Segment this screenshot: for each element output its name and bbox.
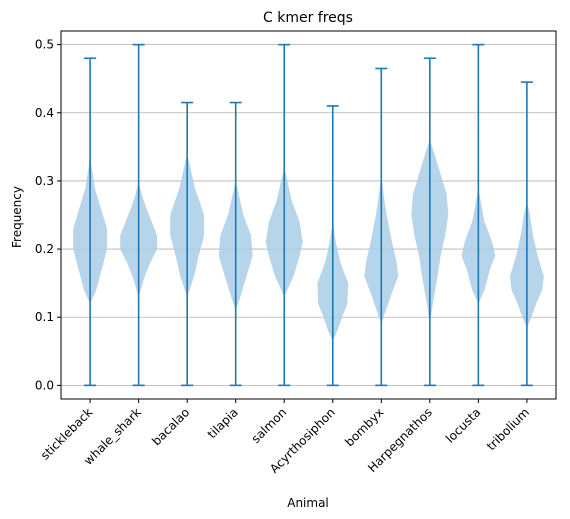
x-tick-label: tilapia bbox=[205, 405, 241, 441]
y-axis-label: Frequency bbox=[10, 186, 24, 248]
y-tick-label: 0.3 bbox=[35, 174, 54, 188]
x-tick-label: salmon bbox=[249, 405, 290, 446]
x-tick-label: locusta bbox=[443, 405, 483, 445]
y-tick-label: 0.0 bbox=[35, 378, 54, 392]
y-axis: 0.0 0.1 0.2 0.3 0.4 0.5 bbox=[35, 38, 61, 392]
violin-series bbox=[73, 43, 544, 387]
y-tick-label: 0.5 bbox=[35, 38, 54, 52]
x-tick-label: tribolium bbox=[484, 405, 532, 453]
y-tick-label: 0.1 bbox=[35, 310, 54, 324]
x-axis-label: Animal bbox=[287, 496, 329, 510]
chart-title: C kmer freqs bbox=[263, 10, 353, 26]
y-tick-label: 0.2 bbox=[35, 242, 54, 256]
x-tick-label: bacalao bbox=[149, 405, 192, 448]
x-tick-label: bombyx bbox=[342, 405, 386, 449]
y-tick-label: 0.4 bbox=[35, 106, 54, 120]
plot-frame bbox=[60, 30, 557, 400]
